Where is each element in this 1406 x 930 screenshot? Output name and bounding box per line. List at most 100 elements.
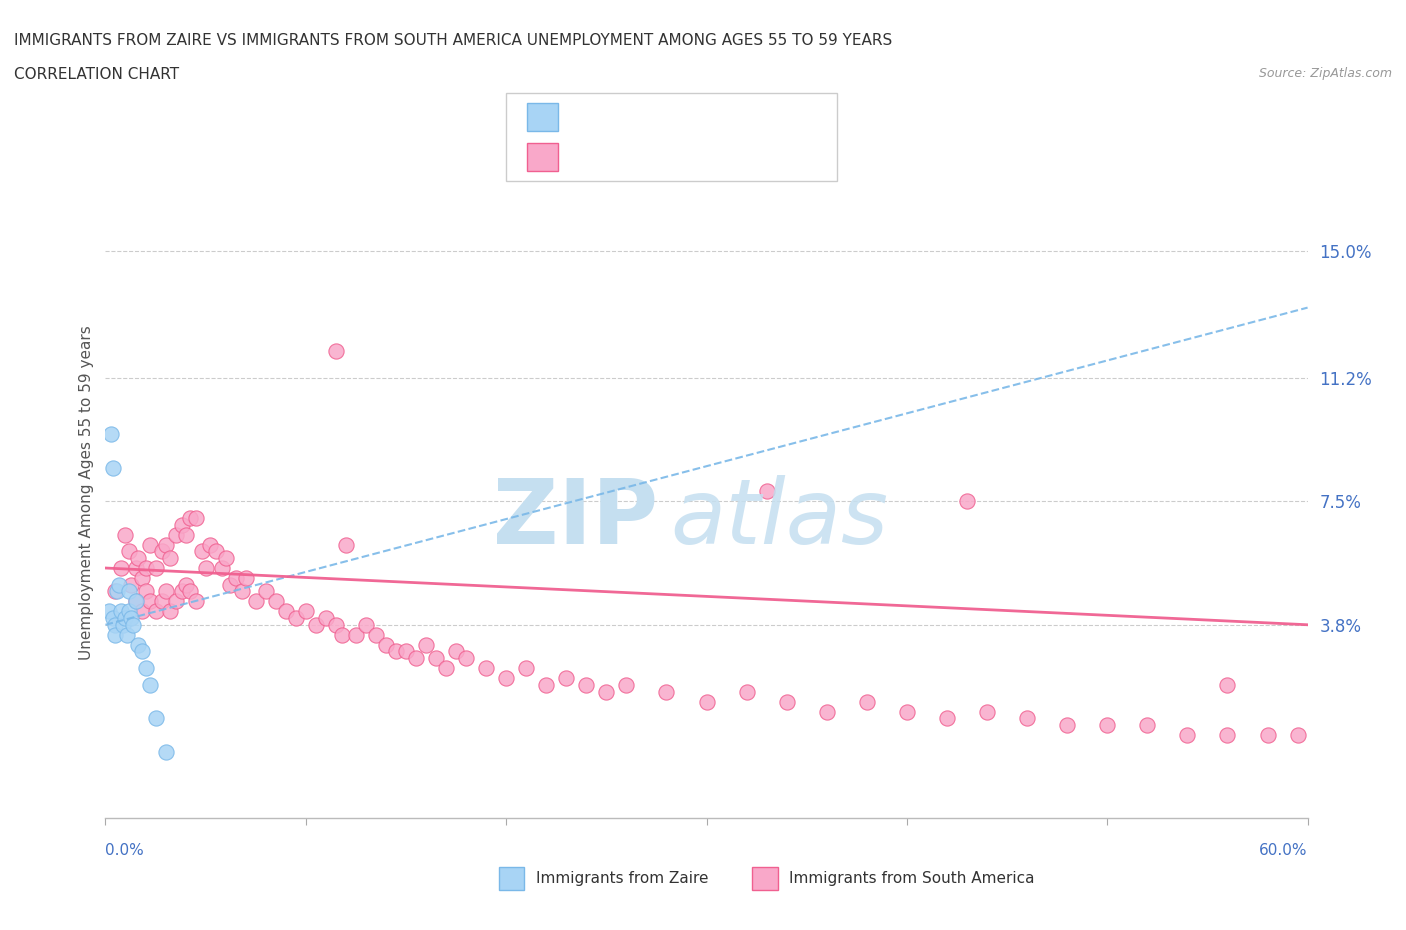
Point <box>124 594 146 609</box>
Point <box>305 618 328 632</box>
Point <box>444 644 467 659</box>
Point <box>165 527 187 542</box>
Point <box>344 628 367 643</box>
Point <box>425 651 447 666</box>
Point <box>385 644 408 659</box>
Point <box>170 517 193 532</box>
Point <box>127 551 149 565</box>
Text: CORRELATION CHART: CORRELATION CHART <box>14 67 179 82</box>
Point <box>131 644 153 659</box>
Point <box>98 604 121 618</box>
Text: 23: 23 <box>699 110 720 125</box>
Text: ZIP: ZIP <box>494 475 658 563</box>
Point <box>138 538 160 552</box>
Point <box>104 584 127 599</box>
Point <box>124 594 146 609</box>
Text: 60.0%: 60.0% <box>1260 844 1308 858</box>
Point <box>138 677 160 692</box>
Point <box>325 343 347 358</box>
Point <box>956 494 979 509</box>
Point <box>121 611 143 626</box>
Point <box>112 618 135 632</box>
Text: R =: R = <box>569 110 603 125</box>
Point <box>776 694 799 709</box>
Point <box>204 544 226 559</box>
Point <box>135 660 157 675</box>
Point <box>405 651 427 666</box>
Point <box>434 660 457 675</box>
Text: N =: N = <box>657 110 700 125</box>
Point <box>107 584 129 599</box>
Point <box>815 704 838 719</box>
Point <box>855 694 877 709</box>
Point <box>1286 727 1309 742</box>
Point <box>655 684 678 699</box>
Point <box>110 604 132 618</box>
Point <box>127 637 149 652</box>
Point <box>108 578 131 592</box>
Point <box>159 551 181 565</box>
Point <box>245 594 267 609</box>
Point <box>936 711 959 725</box>
Point <box>138 594 160 609</box>
Point <box>121 578 143 592</box>
Point <box>1017 711 1039 725</box>
Point <box>364 628 387 643</box>
Point <box>374 637 398 652</box>
Point <box>214 551 236 565</box>
Point <box>179 584 201 599</box>
Text: N =: N = <box>673 150 717 165</box>
Point <box>170 584 193 599</box>
Point <box>218 578 240 592</box>
Point <box>284 611 307 626</box>
Point <box>274 604 297 618</box>
Point <box>896 704 918 719</box>
Text: Source: ZipAtlas.com: Source: ZipAtlas.com <box>1258 67 1392 80</box>
Point <box>354 618 377 632</box>
Point <box>231 584 253 599</box>
Point <box>103 611 125 626</box>
Point <box>135 561 157 576</box>
Text: IMMIGRANTS FROM ZAIRE VS IMMIGRANTS FROM SOUTH AMERICA UNEMPLOYMENT AMONG AGES 5: IMMIGRANTS FROM ZAIRE VS IMMIGRANTS FROM… <box>14 33 893 47</box>
Point <box>295 604 318 618</box>
Point <box>735 684 758 699</box>
Point <box>1136 717 1159 732</box>
Point <box>118 584 141 599</box>
Point <box>395 644 418 659</box>
Point <box>225 571 247 586</box>
Point <box>616 677 638 692</box>
Text: atlas: atlas <box>671 475 889 563</box>
Point <box>190 544 212 559</box>
Text: 0.078: 0.078 <box>603 110 651 125</box>
Point <box>335 538 357 552</box>
Text: 0.0%: 0.0% <box>105 844 145 858</box>
Point <box>145 604 167 618</box>
Point <box>184 594 207 609</box>
Point <box>211 561 233 576</box>
Point <box>118 604 141 618</box>
Point <box>174 527 197 542</box>
Point <box>515 660 537 675</box>
Point <box>122 618 145 632</box>
Point <box>1056 717 1078 732</box>
Point <box>104 618 127 632</box>
Point <box>475 660 498 675</box>
Point <box>117 628 139 643</box>
Point <box>534 677 557 692</box>
Y-axis label: Unemployment Among Ages 55 to 59 years: Unemployment Among Ages 55 to 59 years <box>79 326 94 660</box>
Point <box>184 511 207 525</box>
Point <box>198 538 221 552</box>
Point <box>976 704 998 719</box>
Point <box>145 561 167 576</box>
Point <box>145 711 167 725</box>
Point <box>110 561 132 576</box>
Text: Immigrants from South America: Immigrants from South America <box>789 871 1035 886</box>
Point <box>575 677 598 692</box>
Text: Immigrants from Zaire: Immigrants from Zaire <box>536 871 709 886</box>
Point <box>1097 717 1119 732</box>
Point <box>114 527 136 542</box>
Point <box>179 511 201 525</box>
Point <box>131 571 153 586</box>
Point <box>254 584 277 599</box>
Point <box>696 694 718 709</box>
